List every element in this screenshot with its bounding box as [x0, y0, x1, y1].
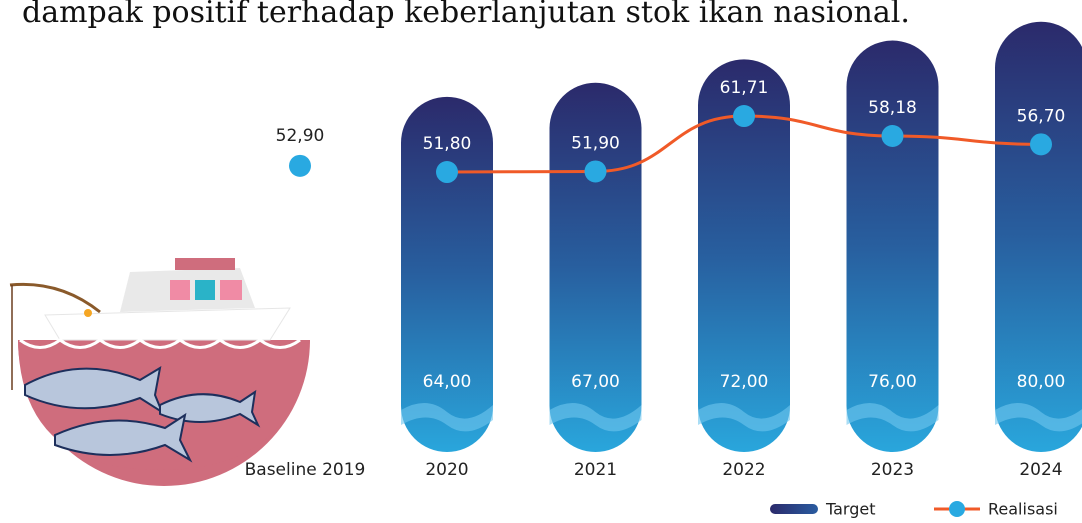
realisasi-label: 51,90	[571, 133, 620, 153]
realisasi-label: 61,71	[720, 78, 769, 98]
target-bar	[401, 96, 493, 452]
x-tick-label: 2020	[425, 460, 468, 480]
chart-title: dampak positif terhadap keberlanjutan st…	[22, 0, 910, 30]
baseline-label: Baseline 2019	[245, 460, 366, 480]
realisasi-label: 56,70	[1017, 106, 1066, 126]
realisasi-label: 58,18	[868, 98, 917, 118]
x-tick-label: 2023	[871, 460, 914, 480]
x-tick-label: 2022	[722, 460, 765, 480]
wave	[995, 403, 1082, 432]
wave	[846, 402, 939, 432]
realisasi-dot	[584, 160, 607, 183]
x-tick-label: 2024	[1019, 460, 1062, 480]
boat-illustration	[9, 258, 310, 486]
legend-swatch	[770, 504, 818, 514]
realisasi-label: 51,80	[423, 134, 472, 154]
legend-swatch	[949, 501, 965, 517]
wave	[698, 402, 790, 432]
x-tick-label: 2021	[574, 460, 617, 480]
target-bar	[698, 59, 790, 452]
target-label: 64,00	[423, 372, 472, 392]
baseline-dot	[289, 154, 311, 177]
baseline-value-label: 52,90	[276, 126, 325, 146]
target-label: 67,00	[571, 372, 620, 392]
realisasi-dot	[1030, 133, 1052, 156]
realisasi-dot	[733, 105, 755, 128]
wave	[549, 402, 642, 432]
target-label: 76,00	[868, 372, 917, 392]
target-bar	[549, 82, 642, 453]
target-bar	[995, 21, 1082, 452]
target-bar	[846, 40, 939, 453]
target-label: 80,00	[1017, 372, 1066, 392]
legend-label: Target	[825, 500, 876, 519]
realisasi-dot	[881, 124, 904, 147]
legend-label: Realisasi	[988, 500, 1058, 519]
wave	[401, 402, 493, 432]
realisasi-dot	[436, 161, 458, 184]
target-label: 72,00	[720, 372, 769, 392]
